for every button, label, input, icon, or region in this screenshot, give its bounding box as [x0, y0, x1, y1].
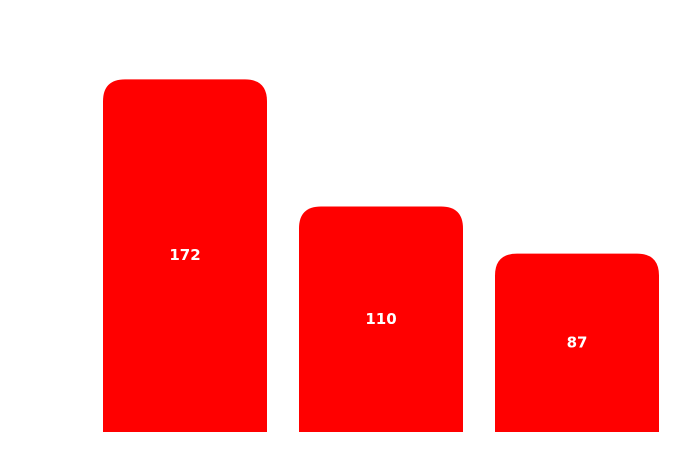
bar	[103, 79, 267, 433]
bar	[299, 206, 463, 432]
value-label: 172	[169, 246, 200, 264]
value-label: 87	[567, 333, 588, 351]
bar	[495, 253, 659, 432]
value-label: 110	[365, 310, 396, 328]
